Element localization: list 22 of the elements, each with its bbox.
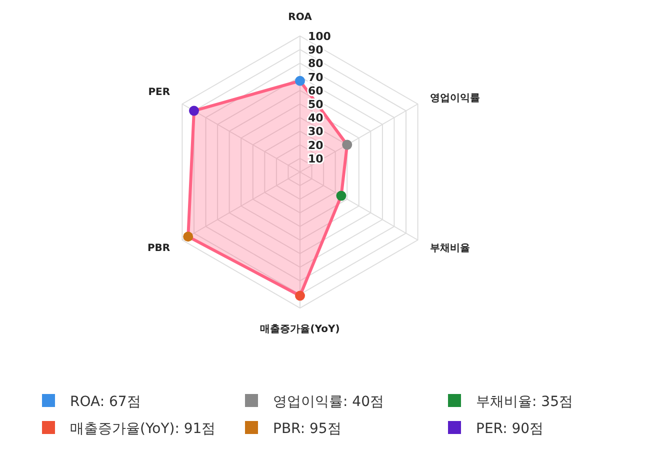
- spoke-label: 매출증가율(YoY): [260, 324, 340, 335]
- text: 매출증가율(YoY): 91점: [70, 421, 216, 437]
- y-tick-label: 20: [308, 138, 324, 152]
- y-tick-label: 60: [308, 84, 324, 98]
- spoke-label: 부채비율: [430, 243, 470, 254]
- text: PER: 90점: [476, 421, 544, 437]
- spoke-label: ROA: [288, 12, 312, 23]
- y-tick-label: 40: [308, 112, 324, 125]
- y-tick-label: 70: [308, 70, 324, 84]
- text: PBR: 95점: [273, 421, 342, 437]
- y-tick-label: 50: [308, 98, 324, 111]
- text: 부채비율: 35점: [476, 394, 573, 410]
- spoke-label: PBR: [147, 243, 170, 254]
- y-tick-label: 30: [308, 125, 324, 138]
- text: ROA: 67점: [70, 394, 141, 410]
- text: 영업이익률: 40점: [273, 394, 384, 410]
- spoke-label: PER: [148, 87, 170, 98]
- y-tick-label: 100: [308, 30, 332, 43]
- y-tick-label: 90: [308, 44, 324, 57]
- spoke-label: 영업이익률: [430, 93, 480, 104]
- y-tick-label: 10: [308, 152, 324, 166]
- y-tick-label: 80: [308, 57, 324, 70]
